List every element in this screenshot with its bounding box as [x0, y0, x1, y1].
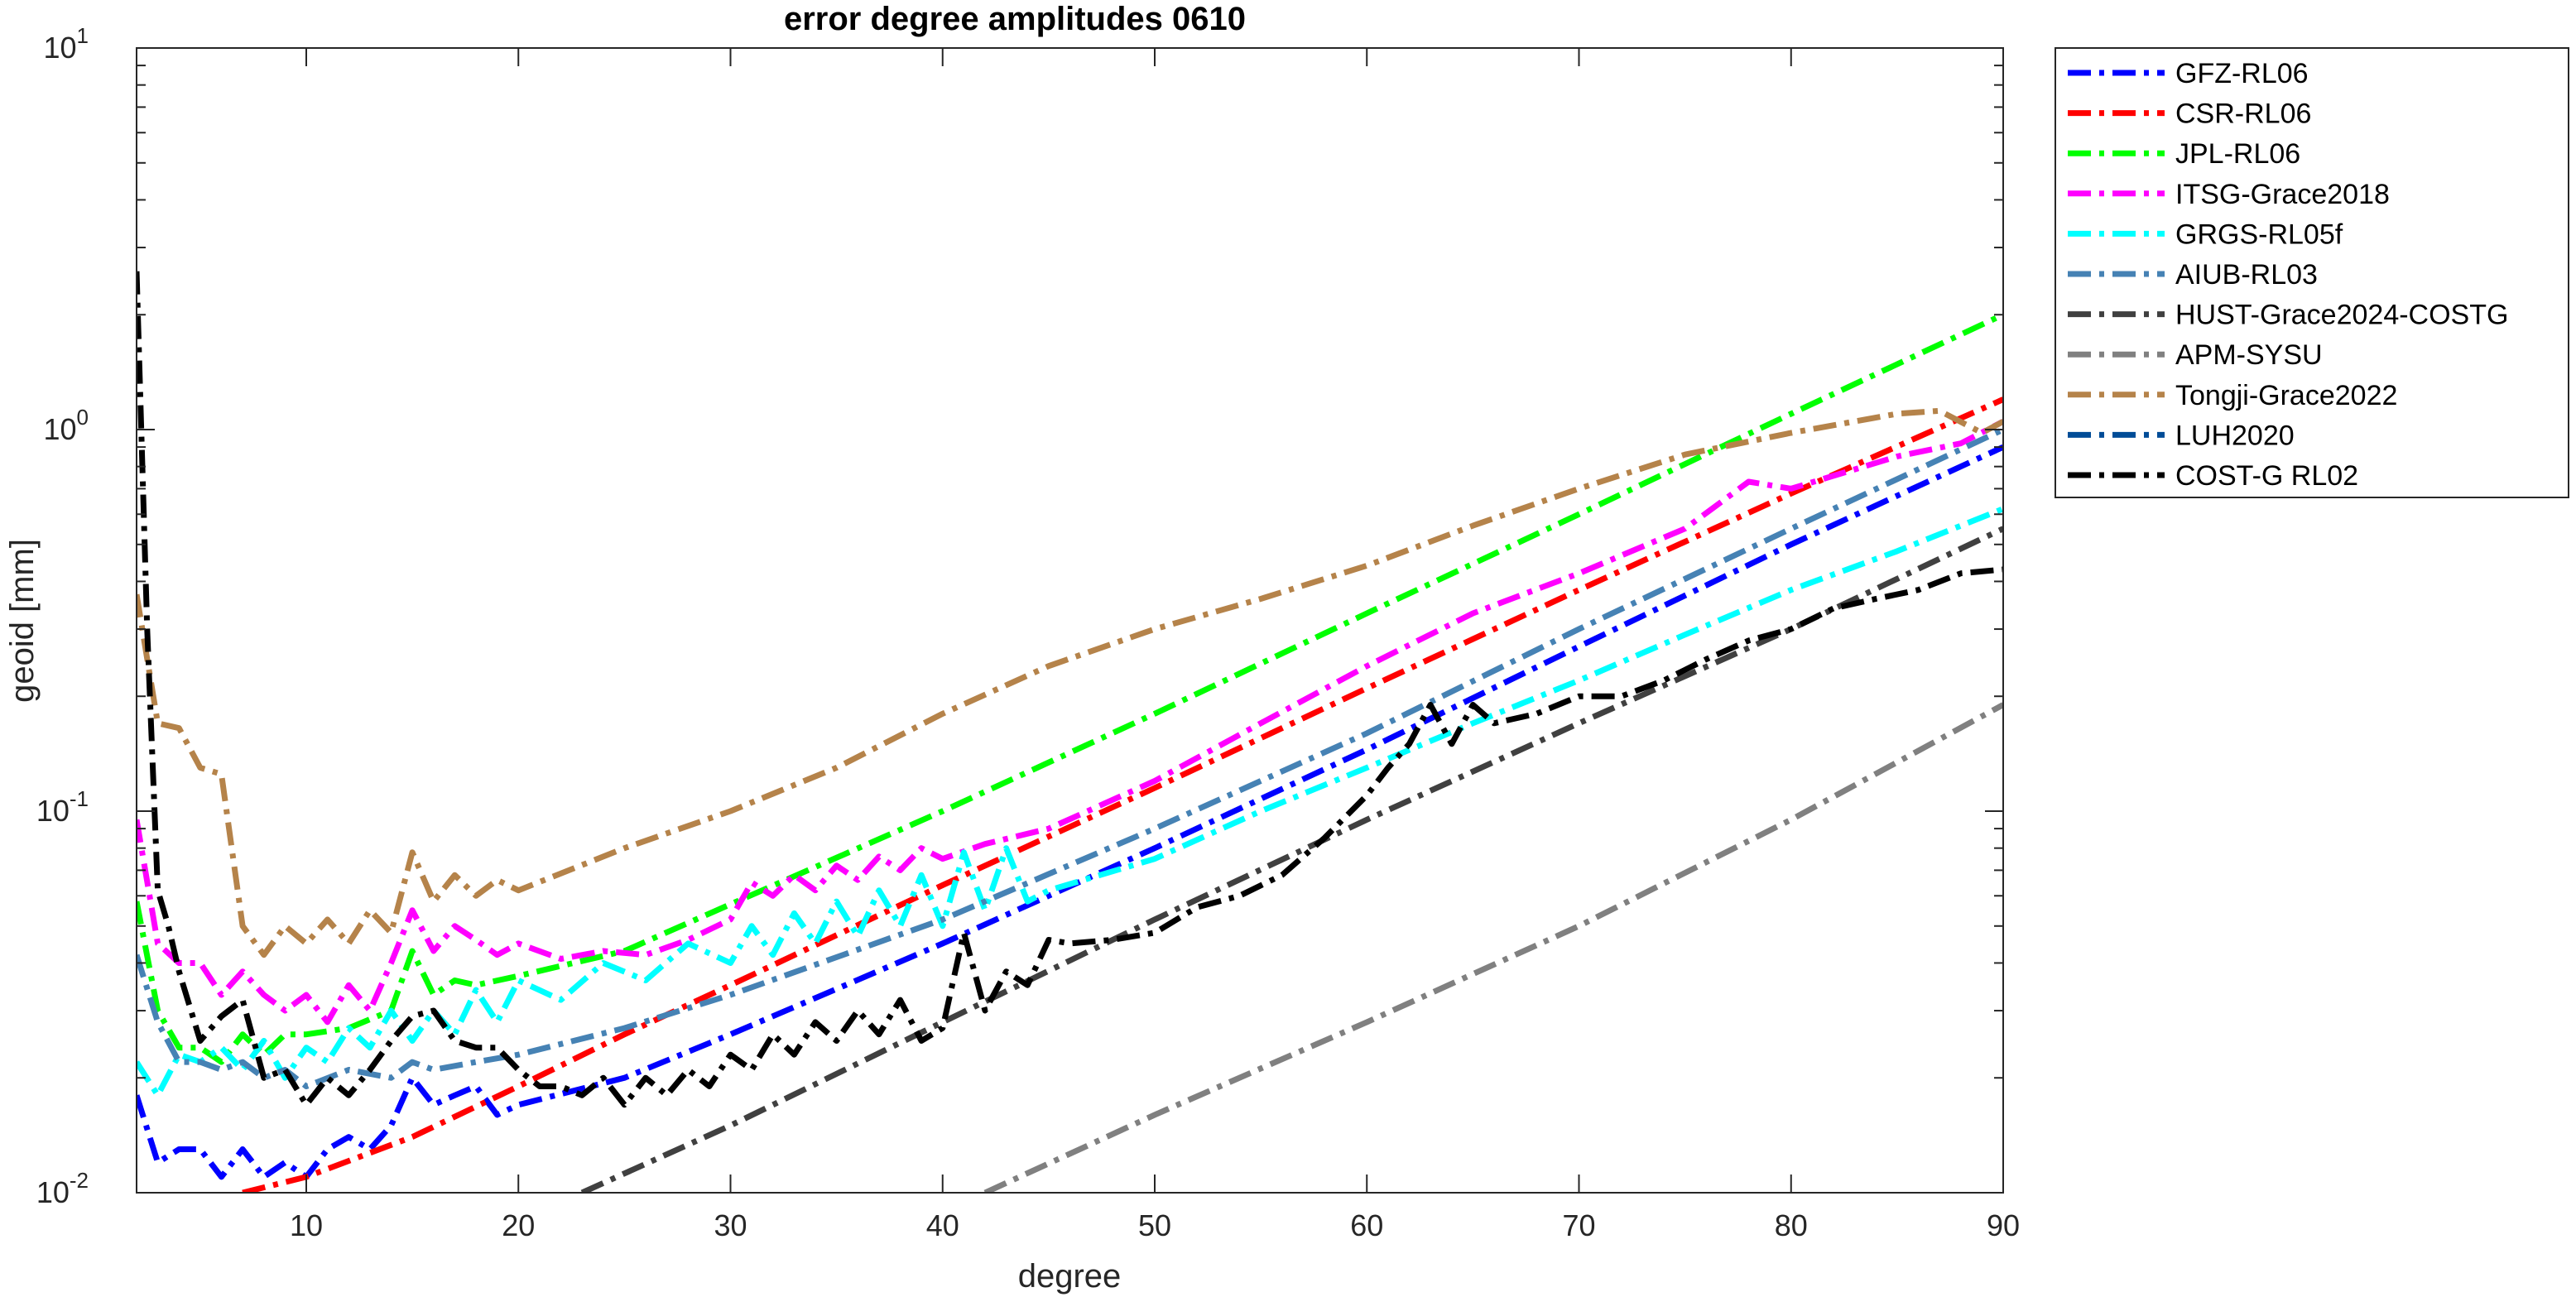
x-tick-label: 10 — [290, 1208, 323, 1242]
y-tick-base: 10 — [43, 412, 76, 446]
series-line-csr-rl06 — [242, 396, 2003, 1193]
series-line-cost-g-rl02 — [137, 271, 2003, 1108]
x-axis: 10 20 30 40 50 60 70 80 90 — [290, 48, 2020, 1242]
legend-label: APM-SYSU — [2175, 339, 2323, 371]
x-tick-label: 30 — [714, 1208, 747, 1242]
y-tick-label: 10-1 — [36, 786, 89, 828]
x-axis-label: degree — [1018, 1258, 1122, 1295]
legend-label: COST-G RL02 — [2175, 460, 2358, 492]
y-tick-label: 10-2 — [36, 1168, 89, 1209]
x-tick-label: 40 — [926, 1208, 959, 1242]
y-tick-label: 101 — [43, 23, 89, 65]
legend-label: CSR-RL06 — [2175, 98, 2311, 130]
series-line-tongji-grace2022 — [137, 407, 2003, 958]
legend-label: Tongji-Grace2022 — [2175, 380, 2397, 411]
legend-box — [2055, 47, 2569, 498]
series-line-itsg-grace2018 — [137, 419, 2003, 1026]
x-tick-label: 70 — [1562, 1208, 1595, 1242]
series-line-apm-sysu — [983, 702, 2003, 1193]
legend-label: HUST-Grace2024-COSTG — [2175, 300, 2508, 331]
y-tick-exponent: 0 — [77, 405, 89, 430]
x-tick-label: 60 — [1350, 1208, 1383, 1242]
x-tick-label: 90 — [1987, 1208, 2020, 1242]
y-tick-exponent: -1 — [70, 786, 89, 811]
x-tick-label: 50 — [1138, 1208, 1171, 1242]
y-tick-base: 10 — [36, 1175, 70, 1209]
legend: GFZ-RL06 CSR-RL06 JPL-RL06 ITSG-Grace2018 GR… — [2055, 47, 2569, 498]
legend-label: ITSG-Grace2018 — [2175, 179, 2390, 210]
y-tick-exponent: 1 — [77, 23, 89, 48]
series-layer — [137, 271, 2003, 1193]
plot-frame — [136, 47, 2004, 1194]
legend-label: JPL-RL06 — [2175, 138, 2300, 170]
y-axis-label: geoid [mm] — [4, 539, 41, 703]
legend-label: AIUB-RL03 — [2175, 259, 2318, 291]
legend-label: GRGS-RL05f — [2175, 219, 2343, 250]
y-tick-label: 100 — [43, 405, 89, 446]
legend-label: LUH2020 — [2175, 420, 2295, 451]
legend-label: GFZ-RL06 — [2175, 58, 2309, 89]
series-line-aiub-rl03 — [137, 426, 2003, 1089]
x-tick-label: 20 — [502, 1208, 535, 1242]
series-line-jpl-rl06 — [137, 312, 2003, 1065]
y-tick-base: 10 — [43, 31, 76, 65]
chart-title: error degree amplitudes 0610 — [784, 1, 1246, 37]
y-tick-exponent: -2 — [70, 1168, 89, 1193]
series-line-grgs-rl05f — [137, 506, 2003, 1098]
y-tick-base: 10 — [36, 794, 70, 828]
x-tick-label: 80 — [1775, 1208, 1808, 1242]
